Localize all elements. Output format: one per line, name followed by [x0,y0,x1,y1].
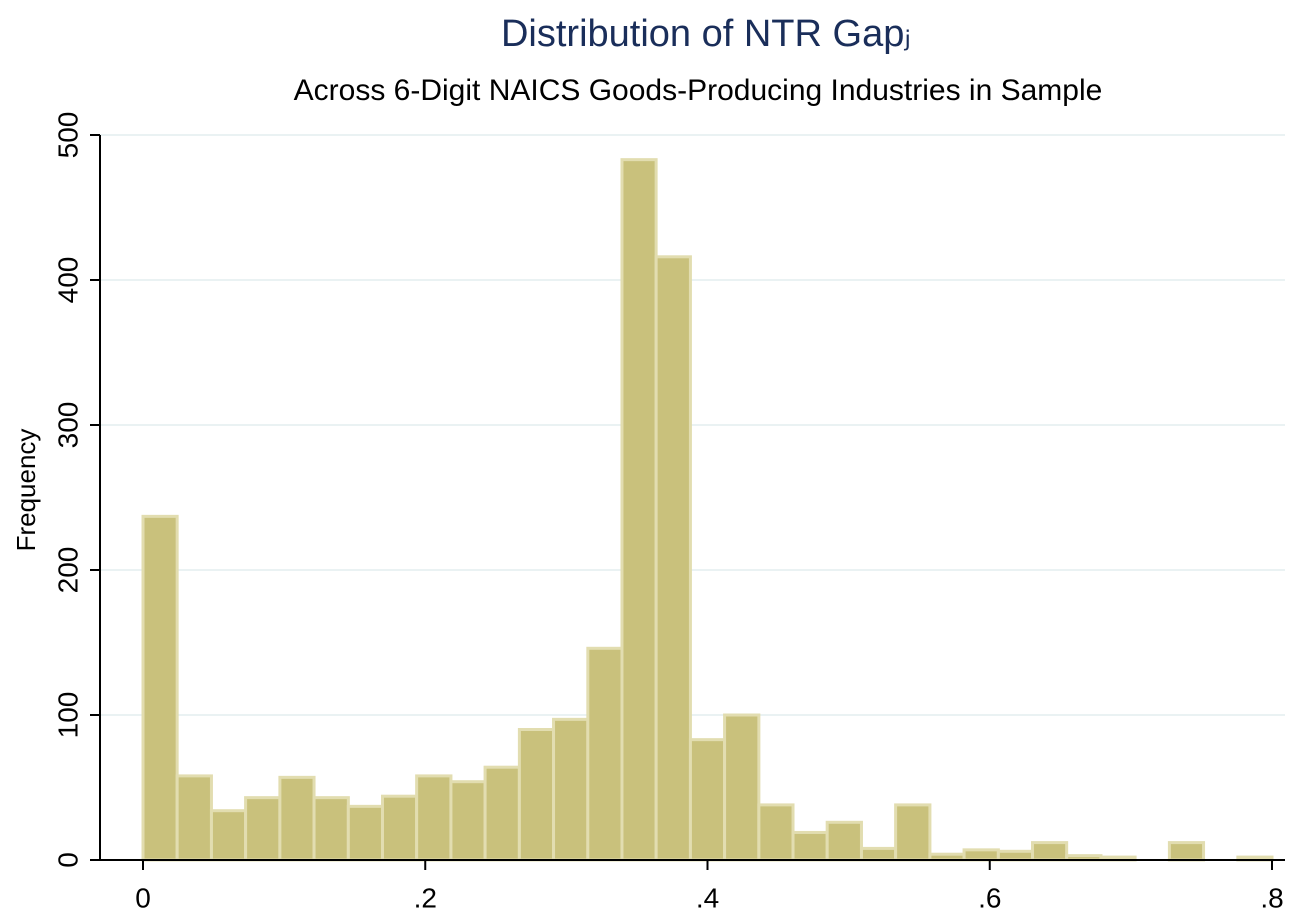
bar [586,646,624,862]
bar [346,804,384,862]
y-tick-label: 200 [52,547,83,594]
bar [962,848,1000,862]
bar [449,780,487,862]
bar [825,820,863,862]
y-tick-label: 500 [52,112,83,159]
chart-title: Distribution of NTR Gapⱼ [501,13,911,55]
bar [757,803,795,862]
x-tick-label: .4 [696,882,719,913]
bar [894,803,932,862]
bar [552,717,590,862]
bar [244,796,282,862]
x-tick-label: 0 [135,882,151,913]
bar [278,775,316,862]
bar [1167,841,1206,862]
y-axis-label: Frequency [11,429,41,552]
bar [654,255,692,862]
x-tick-label: .6 [978,882,1001,913]
bar [723,713,761,862]
bar [517,728,556,862]
bar [620,158,658,862]
bar [688,738,727,862]
bar [312,796,350,862]
bar [380,794,419,862]
chart-subtitle: Across 6-Digit NAICS Goods-Producing Ind… [294,74,1103,107]
bar [859,846,898,862]
bar [415,774,453,862]
y-tick-label: 300 [52,402,83,449]
bar [483,765,521,862]
bar [1031,841,1069,862]
y-tick-label: 0 [52,852,83,868]
bar [791,830,829,862]
bar [175,774,213,862]
y-tick-label: 400 [52,257,83,304]
x-tick-label: .2 [414,882,437,913]
bar [996,849,1035,862]
y-tick-label: 100 [52,692,83,739]
bar [141,514,179,862]
bar [209,809,248,862]
x-tick-label: .8 [1260,882,1283,913]
